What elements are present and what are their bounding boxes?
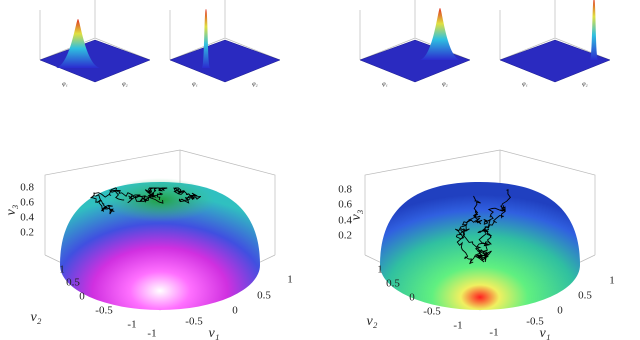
x-tick-label: 0 [557, 305, 563, 317]
z-tick-label: 0.6 [20, 197, 34, 209]
y-tick-label: 1 [59, 264, 65, 276]
y-tick-label: 0 [409, 292, 415, 304]
x-tick-label: 1 [287, 274, 293, 286]
trajectory [144, 187, 168, 201]
x-tick-label: -0.5 [185, 316, 203, 328]
y-axis-label: φ₂ [122, 81, 127, 87]
surface-plot: φ₁ φ₂ [359, 0, 471, 87]
x-axis-label: φ₁ [522, 81, 527, 87]
y-tick-label: -1 [127, 319, 136, 331]
hemisphere [380, 182, 580, 310]
y-tick-label: -0.5 [423, 306, 441, 318]
trajectory [470, 205, 506, 263]
surface-peak [56, 19, 100, 68]
y-tick-label: 0.5 [386, 278, 400, 290]
axis-box [169, 0, 281, 61]
z-axis-label: v₃ [349, 209, 364, 220]
surface-plot: φ₁ φ₂ [499, 0, 611, 87]
trajectory [454, 195, 481, 265]
y-axis-label: φ₂ [442, 81, 447, 87]
x-tick-label: 0 [232, 305, 238, 317]
surface-base [169, 39, 281, 83]
surface-base [39, 39, 151, 83]
surface-plots: φ₁ φ₂ φ₁ φ₂ φ₁ φ₂ φ₁ φ₂ [39, 0, 611, 87]
z-tick-label: 0.2 [20, 227, 34, 239]
z-tick-label: 0.6 [338, 199, 352, 211]
trajectory [173, 187, 202, 204]
y-tick-label: -0.5 [95, 305, 113, 317]
x-axis-label: φ₁ [192, 81, 197, 87]
axis-box [39, 0, 151, 61]
y-axis-label: v₂ [366, 314, 377, 329]
y-tick-label: -1 [453, 320, 462, 332]
surface-base [359, 39, 471, 83]
hemisphere-plots: 0.20.40.60.8-1-0.500.5110.50-0.5-1v₃v₁v₂… [4, 149, 615, 340]
x-axis-label: v₁ [539, 326, 550, 340]
y-axis-label: v₂ [30, 310, 41, 325]
z-tick-label: 0.2 [338, 230, 352, 242]
y-tick-label: 0.5 [66, 277, 80, 289]
surface-peak [202, 9, 210, 68]
x-tick-label: 0.5 [257, 290, 271, 302]
y-tick-label: 0 [79, 291, 85, 303]
surface-peak [590, 0, 598, 60]
x-tick-label: -1 [147, 328, 156, 340]
surface-plot: φ₁ φ₂ [39, 0, 151, 87]
x-tick-label: 0.5 [578, 290, 592, 302]
top-patch [105, 178, 215, 222]
surface-peak [420, 8, 460, 60]
z-tick-label: 0.8 [20, 182, 34, 194]
y-axis-label: φ₂ [582, 81, 587, 87]
x-tick-label: 1 [609, 275, 615, 287]
y-tick-label: 1 [377, 264, 383, 276]
x-axis-label: φ₁ [62, 81, 67, 87]
surface-plot: φ₁ φ₂ [169, 0, 281, 87]
trajectory [108, 189, 164, 204]
z-tick-label: 0.4 [338, 215, 352, 227]
z-axis-label: v₃ [4, 204, 19, 215]
surface-base [499, 39, 611, 83]
x-tick-label: -0.5 [526, 316, 544, 328]
x-axis-label: φ₁ [382, 81, 387, 87]
y-axis-label: φ₂ [252, 81, 257, 87]
z-tick-label: 0.8 [338, 184, 352, 196]
x-tick-label: -1 [489, 327, 498, 339]
z-tick-label: 0.4 [20, 212, 34, 224]
x-axis-label: v₁ [208, 326, 219, 340]
